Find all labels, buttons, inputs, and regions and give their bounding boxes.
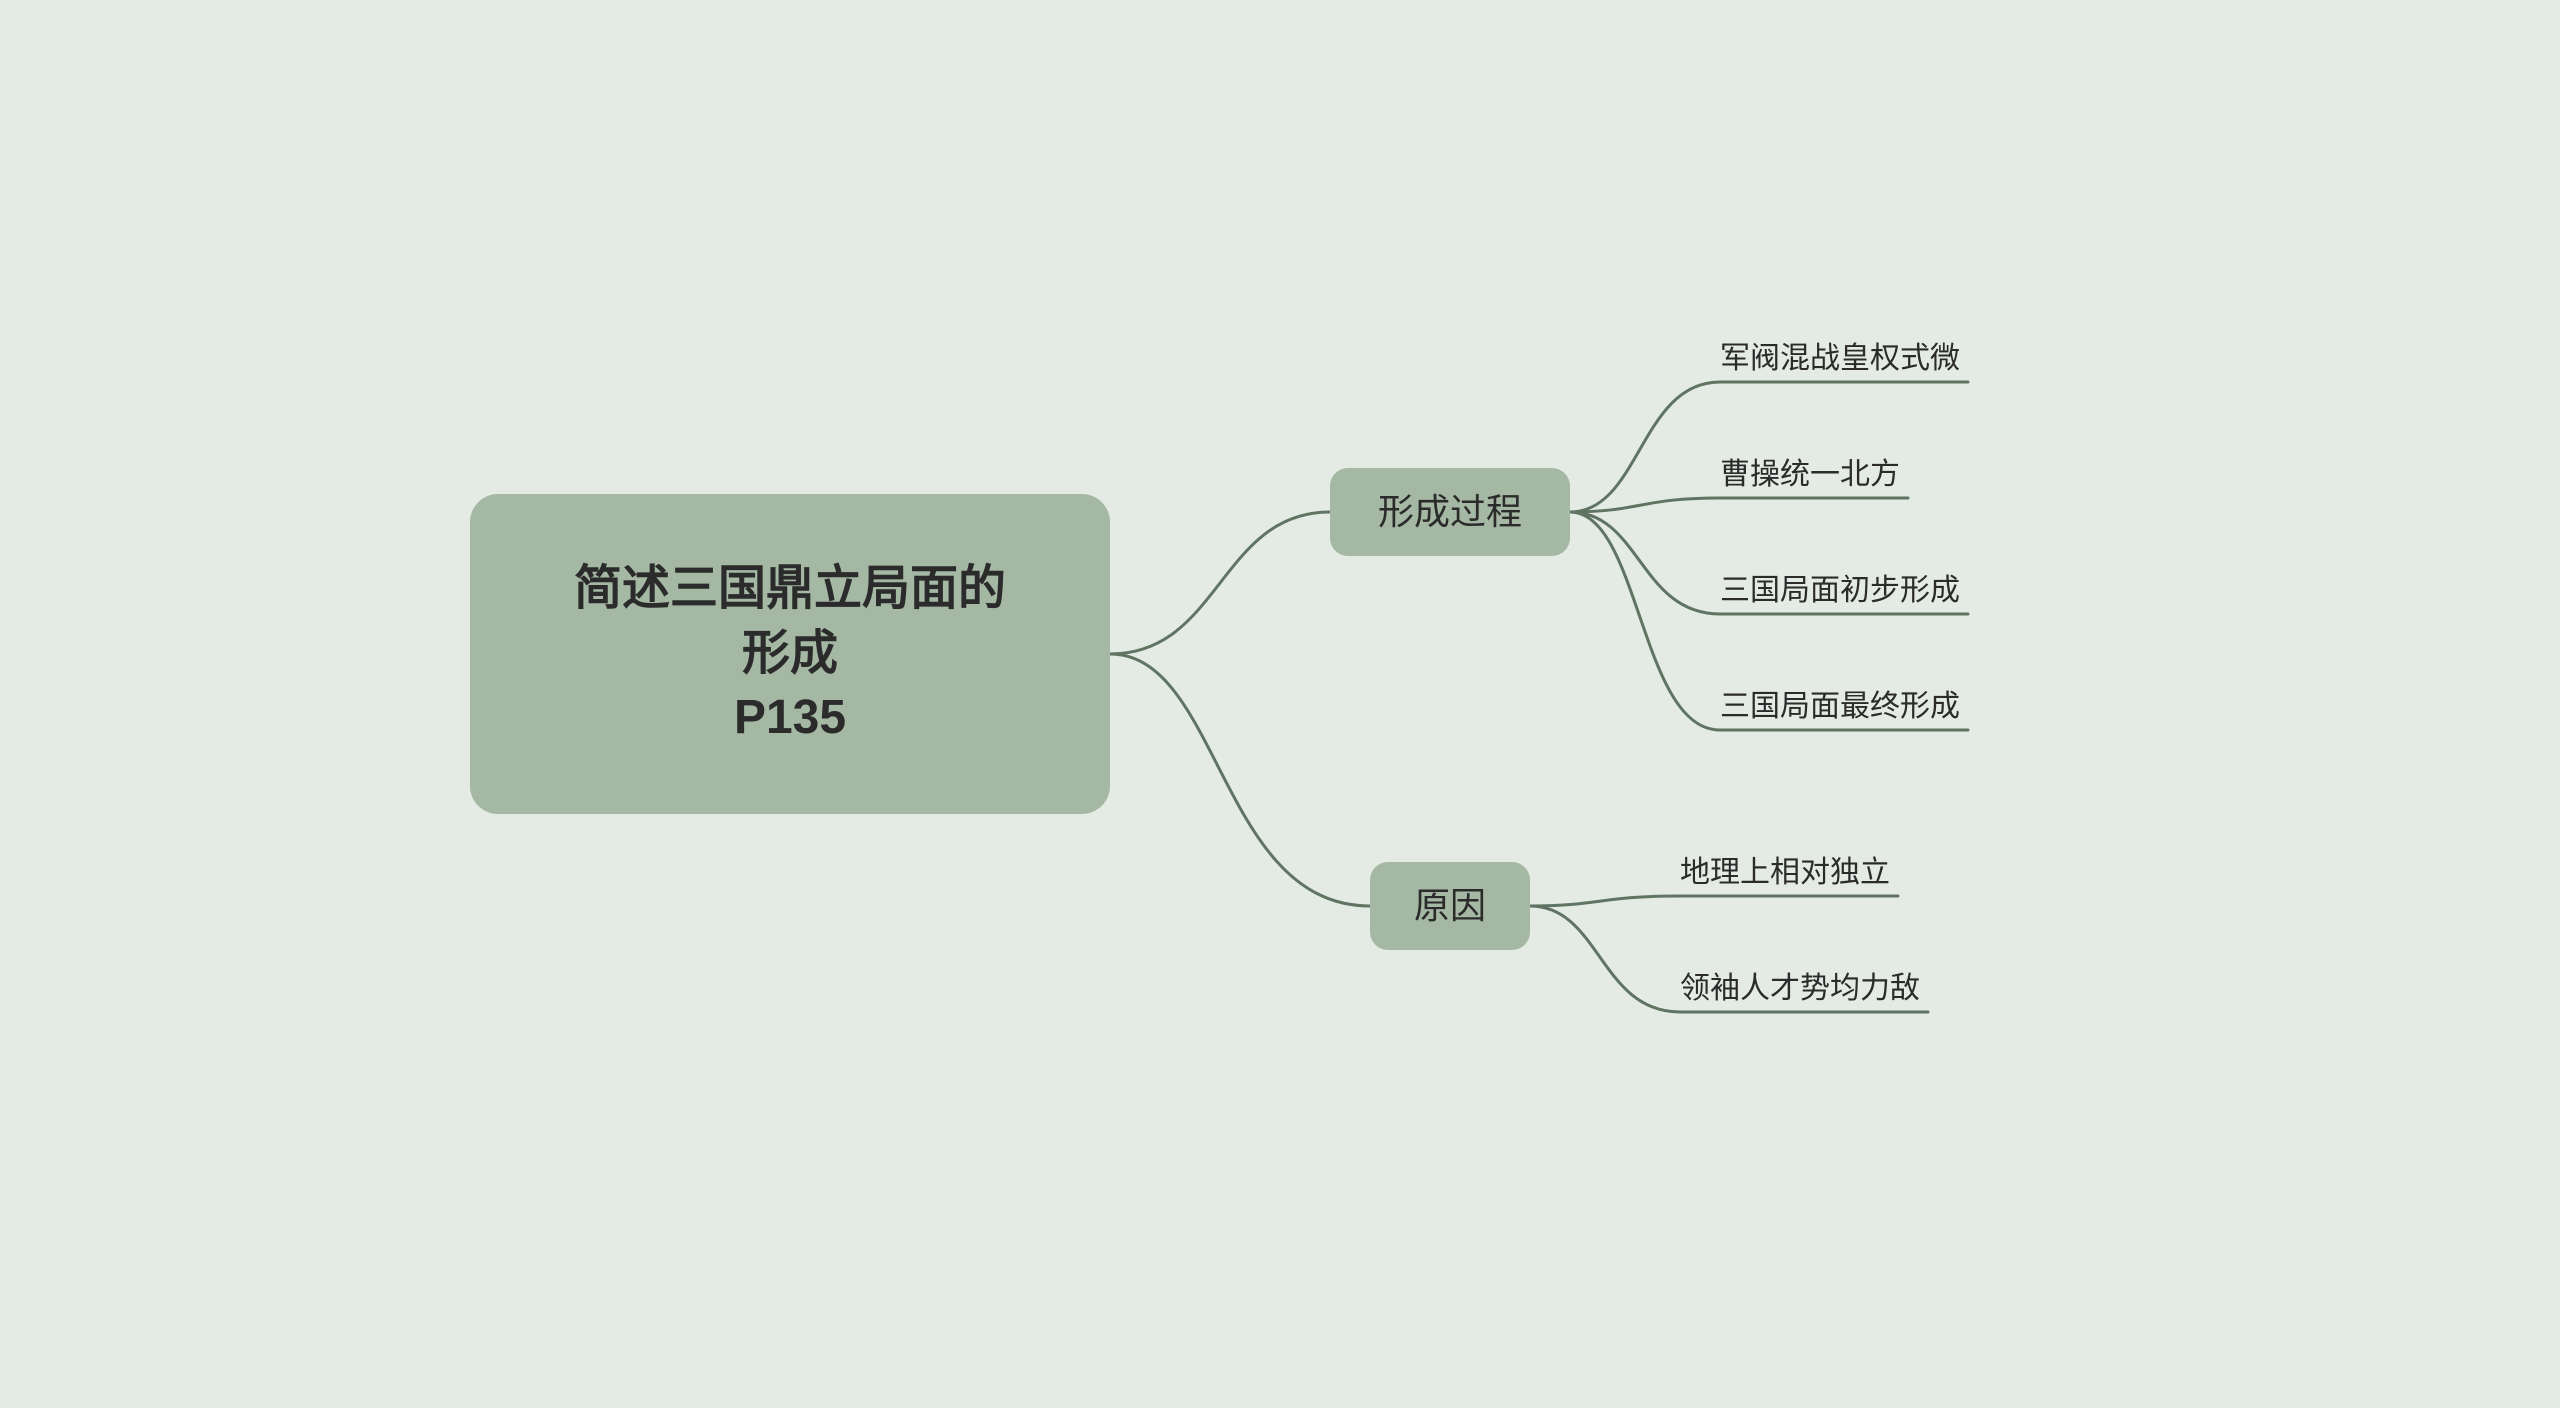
root-node[interactable]: 简述三国鼎立局面的形成P135 <box>470 494 1110 814</box>
leaf-node[interactable]: 三国局面最终形成 <box>1720 684 1960 730</box>
leaf-label: 领袖人才势均力敌 <box>1680 969 1920 1010</box>
root-line-3: P135 <box>574 686 1006 751</box>
leaf-label: 曹操统一北方 <box>1720 455 1900 496</box>
connector-layer <box>0 0 2560 1408</box>
leaf-node[interactable]: 曹操统一北方 <box>1720 452 1900 498</box>
leaf-label: 地理上相对独立 <box>1680 853 1890 894</box>
leaf-node[interactable]: 三国局面初步形成 <box>1720 568 1960 614</box>
leaf-node[interactable]: 地理上相对独立 <box>1680 850 1890 896</box>
root-line-1: 简述三国鼎立局面的 <box>574 557 1006 622</box>
leaf-node[interactable]: 领袖人才势均力敌 <box>1680 966 1920 1012</box>
branch-node-reason[interactable]: 原因 <box>1370 862 1530 950</box>
root-line-2: 形成 <box>574 622 1006 687</box>
leaf-node[interactable]: 军阀混战皇权式微 <box>1720 336 1960 382</box>
branch-node-process[interactable]: 形成过程 <box>1330 468 1570 556</box>
branch-label: 形成过程 <box>1378 488 1522 537</box>
branch-label: 原因 <box>1414 882 1486 931</box>
mindmap-canvas: 简述三国鼎立局面的形成P135 形成过程 军阀混战皇权式微曹操统一北方三国局面初步形… <box>0 0 2560 1408</box>
leaf-label: 三国局面最终形成 <box>1720 687 1960 728</box>
leaf-label: 三国局面初步形成 <box>1720 571 1960 612</box>
leaf-label: 军阀混战皇权式微 <box>1720 339 1960 380</box>
